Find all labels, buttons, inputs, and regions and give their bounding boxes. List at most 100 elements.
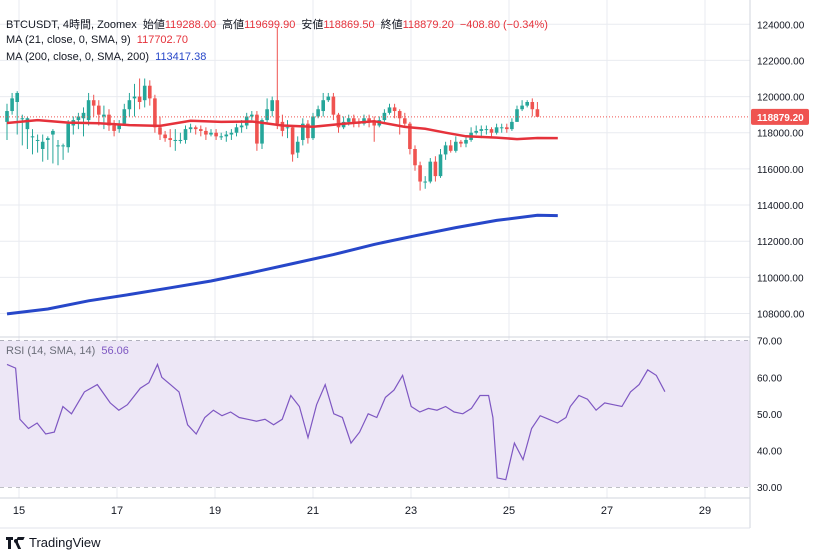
candle-body <box>86 100 91 121</box>
candle-series[interactable] <box>5 27 540 191</box>
candle-body <box>35 139 40 141</box>
candle-body <box>372 121 376 126</box>
candle-body <box>479 129 484 131</box>
candle-body <box>530 102 535 110</box>
date-tick-label: 15 <box>13 505 25 517</box>
price-tick-label: 114000.00 <box>757 201 804 212</box>
candle-body <box>76 116 81 121</box>
candle-body <box>97 105 101 115</box>
candle-body <box>178 139 183 141</box>
ma21-line[interactable] <box>6 118 558 141</box>
open-label: 始値 <box>142 19 165 31</box>
candle-body <box>408 123 412 149</box>
candle-body <box>239 125 244 128</box>
rsi-legend[interactable]: RSI (14, SMA, 14) 56.06 <box>6 345 132 357</box>
rsi-label: RSI (14, SMA, 14) <box>6 345 96 357</box>
tradingview-brand[interactable]: TradingView <box>6 535 101 550</box>
candle-body <box>30 136 35 138</box>
rsi-tick-label: 60.00 <box>757 373 782 384</box>
candle-body <box>127 100 132 110</box>
rsi-line[interactable] <box>6 362 666 481</box>
candle-body <box>346 118 351 122</box>
candle-body <box>199 129 203 131</box>
candle-body <box>204 130 208 135</box>
candle-body <box>132 96 137 99</box>
date-tick-label: 23 <box>405 505 417 517</box>
candle-body <box>525 102 529 106</box>
candle-body <box>438 154 443 177</box>
candle-body <box>224 134 229 137</box>
axes: 15 17 19 21 23 25 27 29 124000.00 122000.00 120000… <box>0 0 805 529</box>
candle-body <box>326 96 331 101</box>
candle-body <box>260 120 264 144</box>
rsi-band <box>0 340 750 488</box>
rsi-tick-label: 50.00 <box>757 410 782 421</box>
candle-body <box>336 114 341 128</box>
price-tick-label: 108000.00 <box>757 310 805 321</box>
high-label: 高値 <box>222 19 245 31</box>
price-tick-label: 116000.00 <box>757 165 804 176</box>
candle-body <box>367 118 371 122</box>
candle-body <box>214 132 218 137</box>
candle-body <box>352 118 356 122</box>
candle-body <box>285 127 290 129</box>
candle-body <box>91 100 96 106</box>
candle-body <box>403 118 407 124</box>
brand-label: TradingView <box>29 535 101 550</box>
candle-body <box>102 114 106 117</box>
candle-body <box>40 141 45 149</box>
candle-body <box>219 136 223 138</box>
price-tick-label: 110000.00 <box>757 273 804 284</box>
close-value: 118879.20 <box>402 19 454 31</box>
ma200-legend[interactable]: MA (200, close, 0, SMA, 200) 113417.38 <box>6 51 209 63</box>
candle-body <box>459 141 463 144</box>
candle-body <box>265 109 269 121</box>
candle-body <box>505 127 509 130</box>
candle-body <box>183 129 188 140</box>
date-tick-label: 27 <box>601 505 613 517</box>
candle-body <box>321 100 325 112</box>
candle-body <box>494 127 499 133</box>
price-tick-label: 120000.00 <box>757 93 805 104</box>
candle-body <box>20 118 25 120</box>
candle-body <box>142 85 147 101</box>
candle-body <box>158 127 162 135</box>
candle-body <box>81 112 86 119</box>
tradingview-logo-icon <box>6 536 25 549</box>
candle-body <box>15 92 19 102</box>
candle-body <box>61 145 65 147</box>
ma200-line[interactable] <box>6 213 558 316</box>
rsi-tick-label: 40.00 <box>757 446 782 457</box>
candle-body <box>173 139 178 141</box>
candle-body <box>56 145 60 147</box>
date-tick-label: 25 <box>503 505 515 517</box>
symbol-label[interactable]: BTCUSDT, 4時間, Zoomex <box>6 19 137 31</box>
ma21-label: MA (21, close, 0, SMA, 9) <box>6 34 131 46</box>
candle-body <box>418 165 422 182</box>
low-label: 安値 <box>301 19 324 31</box>
candle-body <box>535 109 540 117</box>
high-value: 119699.90 <box>244 19 296 31</box>
date-tick-label: 21 <box>307 505 319 517</box>
low-value: 118869.50 <box>323 19 375 31</box>
candle-body <box>66 123 70 148</box>
candle-body <box>112 125 116 131</box>
candle-body <box>153 98 157 128</box>
candle-body <box>290 127 295 155</box>
candle-body <box>193 127 198 130</box>
candle-body <box>423 181 427 183</box>
candle-body <box>168 138 172 140</box>
price-tick-label: 124000.00 <box>757 20 805 31</box>
candle-body <box>137 96 142 102</box>
candle-body <box>46 138 50 140</box>
last-price-tag-text: 118879.20 <box>757 113 804 124</box>
candle-body <box>464 139 468 144</box>
candle-body <box>295 141 300 153</box>
candle-body <box>392 107 397 112</box>
candle-body <box>448 145 453 151</box>
candle-body <box>275 100 280 124</box>
candle-body <box>229 132 234 135</box>
date-tick-label: 17 <box>111 505 123 517</box>
ma21-legend[interactable]: MA (21, close, 0, SMA, 9) 117702.70 <box>6 34 191 46</box>
candle-body <box>10 98 14 112</box>
